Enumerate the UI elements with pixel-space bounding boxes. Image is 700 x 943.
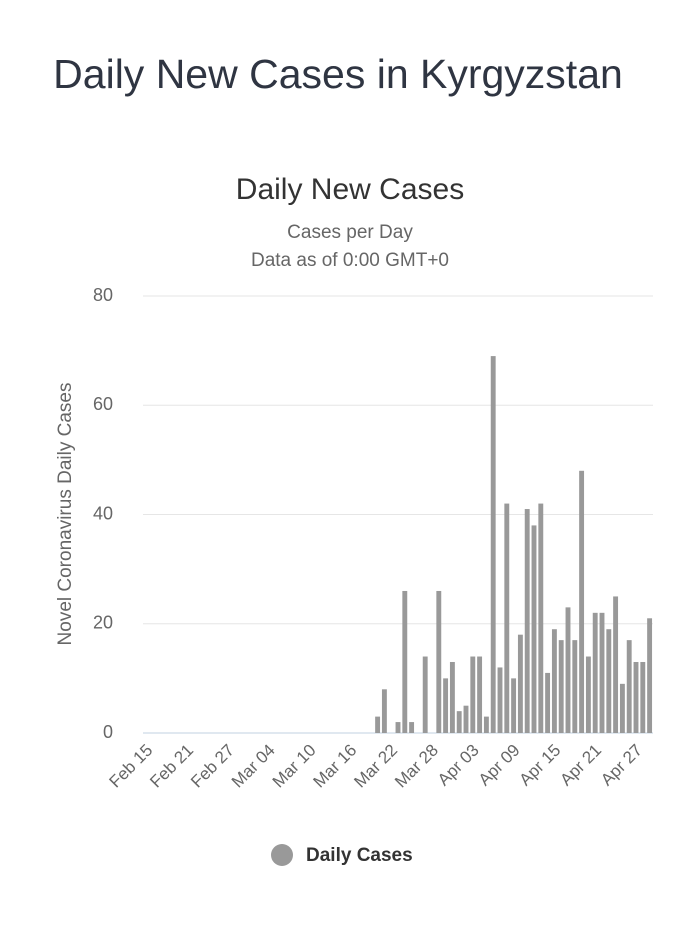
- y-tick-label: 40: [93, 503, 113, 523]
- bar: [463, 705, 469, 733]
- bar: [633, 661, 639, 733]
- y-tick-label: 20: [93, 613, 113, 633]
- bar: [545, 672, 551, 733]
- bar: [565, 607, 571, 733]
- x-tick-label: Apr 27: [597, 741, 646, 790]
- x-tick-label: Feb 21: [146, 741, 197, 792]
- chart-subtitle: Data as of 0:00 GMT+0: [251, 250, 449, 271]
- bar: [613, 596, 619, 733]
- bar: [558, 640, 564, 733]
- chart-subtitle: Cases per Day: [287, 222, 413, 243]
- bar: [490, 356, 496, 733]
- x-tick-label: Mar 10: [269, 741, 320, 792]
- bar: [511, 678, 517, 733]
- bar: [538, 503, 544, 733]
- y-tick-label: 0: [103, 722, 113, 742]
- legend-marker: [271, 844, 293, 866]
- bar: [606, 629, 612, 733]
- x-tick-label: Mar 16: [310, 741, 361, 792]
- bar: [497, 667, 503, 733]
- x-tick-label: Feb 15: [106, 741, 157, 792]
- bar: [443, 678, 449, 733]
- bar: [626, 640, 632, 733]
- bar: [483, 716, 489, 733]
- x-tick-label: Mar 28: [391, 741, 442, 792]
- y-axis-label: Novel Coronavirus Daily Cases: [55, 383, 76, 646]
- bar: [531, 525, 537, 733]
- bar: [409, 722, 415, 733]
- bar: [395, 722, 401, 733]
- bar: [436, 590, 442, 733]
- x-tick-label: Apr 21: [556, 741, 605, 790]
- page-title: Daily New Cases in Kyrgyzstan: [53, 51, 623, 97]
- bar: [375, 716, 381, 733]
- bar: [551, 629, 557, 733]
- x-tick-label: Apr 09: [475, 741, 524, 790]
- x-tick-label: Apr 15: [516, 741, 565, 790]
- bar: [381, 689, 387, 733]
- chart-title: Daily New Cases: [236, 173, 464, 206]
- bar: [449, 661, 455, 733]
- bar: [477, 656, 483, 733]
- y-tick-label: 80: [93, 285, 113, 305]
- bar: [402, 590, 408, 733]
- legend-label: Daily Cases: [306, 845, 413, 866]
- bar: [599, 612, 605, 733]
- x-tick-label: Mar 22: [350, 741, 401, 792]
- bar: [585, 656, 591, 733]
- bar: [640, 661, 646, 733]
- bar: [524, 509, 530, 733]
- bar: [647, 618, 653, 733]
- x-tick-label: Apr 03: [434, 741, 483, 790]
- bar: [592, 612, 598, 733]
- bar: [470, 656, 476, 733]
- y-tick-label: 60: [93, 394, 113, 414]
- bar: [619, 683, 625, 733]
- bar: [456, 711, 462, 733]
- bar: [422, 656, 428, 733]
- x-tick-label: Mar 04: [228, 741, 279, 792]
- bar: [572, 640, 578, 733]
- x-tick-label: Feb 27: [187, 741, 238, 792]
- bar: [517, 634, 523, 733]
- bar: [579, 470, 585, 733]
- bar: [504, 503, 510, 733]
